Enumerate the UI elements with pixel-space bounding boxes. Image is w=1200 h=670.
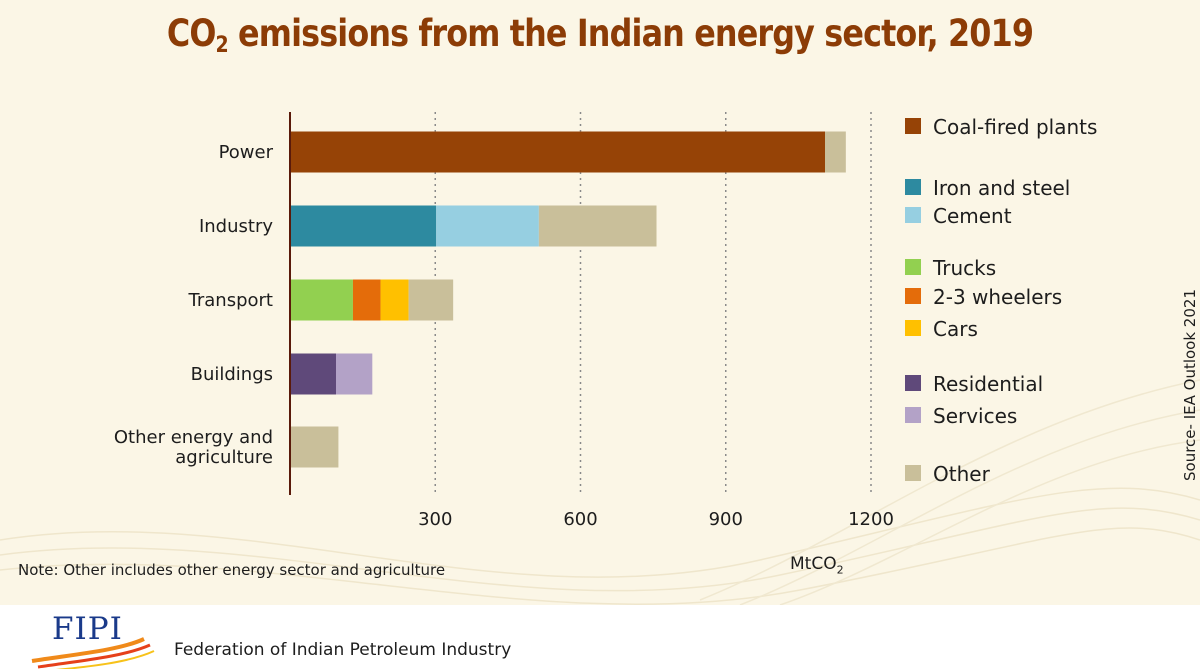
bar-other-0 (825, 131, 846, 173)
chart-note: Note: Other includes other energy sector… (18, 561, 446, 579)
legend-swatch-trucks (905, 259, 921, 275)
bar-other-4 (290, 426, 339, 468)
legend-swatch-other (905, 465, 921, 481)
category-label-0: Power (219, 142, 274, 163)
fipi-logo: FIPI (28, 611, 158, 669)
legend-label-cars: Cars (933, 317, 978, 341)
legend-swatch-cement (905, 207, 921, 223)
bar-cars-2 (380, 279, 409, 321)
legend-swatch-services (905, 407, 921, 423)
legend-swatch-2-3-wheelers (905, 288, 921, 304)
legend-label-residential: Residential (933, 372, 1043, 396)
x-axis-unit: MtCO2 (790, 554, 844, 577)
bar-coal-fired-plants-0 (290, 131, 826, 173)
category-label-4: Other energy and agriculture (114, 427, 273, 468)
legend-swatch-iron-and-steel (905, 179, 921, 195)
bar-cement-1 (436, 205, 539, 247)
bar-iron-and-steel-1 (290, 205, 437, 247)
legend-swatch-residential (905, 375, 921, 391)
category-label-1: Industry (199, 216, 273, 237)
legend-label-coal-fired-plants: Coal-fired plants (933, 115, 1097, 139)
page-title: CO2 emissions from the Indian energy sec… (166, 12, 1034, 58)
legend-label-2-3-wheelers: 2-3 wheelers (933, 285, 1062, 309)
tick-label-600: 600 (563, 509, 597, 530)
flame-swoosh-icon (31, 637, 155, 669)
bar-other-2 (408, 279, 454, 321)
tick-label-900: 900 (709, 509, 743, 530)
organization-name: Federation of Indian Petroleum Industry (174, 640, 512, 660)
legend-label-iron-and-steel: Iron and steel (933, 176, 1070, 200)
bar-other-1 (538, 205, 657, 247)
bar-services-3 (335, 353, 373, 395)
category-label-3: Buildings (191, 364, 273, 385)
category-label-2: Transport (188, 290, 273, 311)
source-credit: Source- IEA Outlook 2021 (1181, 289, 1199, 481)
tick-label-1200: 1200 (848, 509, 894, 530)
logo-text: FIPI (52, 611, 123, 647)
footer: FIPI Federation of Indian Petroleum Indu… (0, 605, 1200, 670)
legend-swatch-coal-fired-plants (905, 118, 921, 134)
tick-label-300: 300 (418, 509, 452, 530)
bar-residential-3 (290, 353, 336, 395)
bar-trucks-2 (290, 279, 353, 321)
legend-label-cement: Cement (933, 204, 1012, 228)
legend-swatch-cars (905, 320, 921, 336)
legend-label-services: Services (933, 404, 1017, 428)
legend-label-other: Other (933, 462, 991, 486)
bar-chart: Power Industry Transport Buildings Other ene… (114, 112, 1097, 530)
legend-label-trucks: Trucks (932, 256, 996, 280)
bar-2-3-wheelers-2 (352, 279, 381, 321)
